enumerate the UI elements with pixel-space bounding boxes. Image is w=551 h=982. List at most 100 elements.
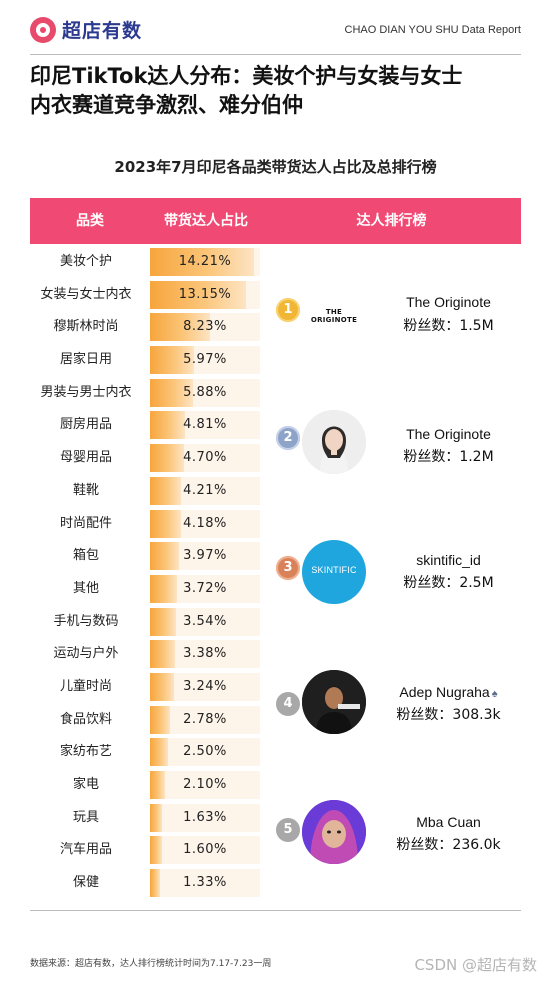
creator-name: The Originote: [406, 426, 491, 442]
bar-track: 3.72%: [150, 574, 260, 603]
share-bar: [150, 640, 175, 669]
silver-medal-icon: 2: [276, 426, 300, 450]
share-value-label: 14.21%: [178, 254, 232, 269]
bar-track: 2.50%: [150, 738, 260, 767]
bar-track: 5.88%: [150, 378, 260, 407]
share-value-label: 3.54%: [183, 613, 227, 629]
share-bar: [150, 738, 169, 767]
table-row: 美妆个护 14.21%: [30, 246, 260, 279]
table-row: 食品饮料 2.78%: [30, 704, 260, 737]
originote-logo-text: THE ORIGINOTE: [310, 308, 358, 324]
share-bar: [150, 869, 160, 898]
bar-track: 4.70%: [150, 444, 260, 473]
creator-rank-3[interactable]: 3 SKINTIFIC skintific_id 粉丝数：2.5M: [272, 532, 521, 612]
gold-medal-icon: 1: [276, 298, 300, 322]
category-label: 保健: [72, 875, 99, 891]
table-row: 玩具 1.63%: [30, 802, 260, 835]
table-header: 品类 带货达人占比 达人排行榜: [30, 198, 521, 244]
report-tag: CHAO DIAN YOU SHU Data Report: [344, 24, 521, 36]
creator-rank-2[interactable]: 2 The Originote 粉丝数：1.2M: [272, 402, 521, 482]
rank-4-badge: 4: [276, 692, 300, 716]
creator-fans: 粉丝数：236.0k: [396, 837, 501, 853]
title-line-2: 内衣赛道竞争激烈、难分伯仲: [30, 93, 303, 117]
woman-portrait-icon: [302, 410, 366, 474]
bar-track: 4.21%: [150, 476, 260, 505]
table-row: 箱包 3.97%: [30, 540, 260, 573]
table-row: 其他 3.72%: [30, 573, 260, 606]
category-label: 时尚配件: [59, 515, 112, 531]
share-bar: [150, 542, 180, 571]
category-label: 箱包: [72, 548, 99, 564]
footer-divider: [30, 910, 521, 911]
chart-title: 2023年7月印尼各品类带货达人占比及总排行榜: [114, 158, 437, 176]
category-label: 运动与户外: [53, 646, 119, 662]
share-value-label: 5.97%: [183, 352, 227, 368]
category-label: 厨房用品: [59, 417, 112, 433]
bar-track: 8.23%: [150, 313, 260, 342]
bar-track: 4.18%: [150, 509, 260, 538]
data-source-note: 数据来源：超店有数，达人排行榜统计时间为7.17-7.23一周: [30, 959, 272, 969]
creator-fans: 粉丝数：1.2M: [403, 449, 494, 465]
table-row: 家纺布艺 2.50%: [30, 736, 260, 769]
share-bar: [150, 672, 174, 701]
creator-name: skintific_id: [416, 552, 481, 568]
share-bar: [150, 705, 171, 734]
page-title: 印尼TikTok达人分布：美妆个护与女装与女士 内衣赛道竞争激烈、难分伯仲: [30, 62, 521, 120]
header-share: 带货达人占比: [164, 213, 248, 229]
category-label: 其他: [72, 580, 99, 596]
share-value-label: 2.50%: [183, 744, 227, 760]
creator-rank-4[interactable]: 4 Adep Nugraha ♠ 粉丝数：308.3k: [272, 664, 521, 744]
share-value-label: 1.63%: [183, 809, 227, 825]
share-bar: [150, 771, 166, 799]
creator-name: Adep Nugraha ♠: [376, 684, 521, 700]
creator-fans: 粉丝数：1.5M: [403, 318, 494, 334]
report-header: 超店有数 CHAO DIAN YOU SHU Data Report: [30, 16, 521, 48]
category-label: 穆斯林时尚: [53, 319, 119, 335]
category-label: 手机与数码: [53, 613, 119, 629]
category-label: 儿童时尚: [59, 678, 112, 694]
category-label: 居家日用: [59, 352, 112, 368]
bronze-medal-icon: 3: [276, 556, 300, 580]
creator-rank-5[interactable]: 5 Mba Cuan 粉丝数：236.0k: [272, 794, 521, 874]
woman-hijab-portrait-icon: [302, 800, 366, 864]
category-label: 食品饮料: [59, 711, 112, 727]
share-bar: [150, 509, 181, 538]
share-value-label: 4.81%: [183, 417, 227, 433]
share-value-label: 4.18%: [183, 515, 227, 531]
category-share-chart: 美妆个护 14.21% 女装与女士内衣 13.15% 穆斯林时尚 8.23% 居家日用 5.9…: [30, 246, 260, 900]
share-value-label: 1.60%: [183, 842, 227, 858]
category-label: 家电: [72, 777, 99, 792]
share-value-label: 13.15%: [178, 286, 232, 302]
bar-track: 4.81%: [150, 411, 260, 440]
share-bar: [150, 280, 247, 309]
category-label: 汽车用品: [59, 842, 112, 858]
share-bar: [150, 444, 185, 473]
table-row: 居家日用 5.97%: [30, 344, 260, 377]
brand-logo: 超店有数: [30, 16, 142, 43]
skintific-logo-avatar: SKINTIFIC: [302, 540, 366, 604]
share-value-label: 1.33%: [183, 875, 227, 891]
share-value-label: 3.38%: [183, 646, 227, 662]
category-label: 鞋靴: [72, 482, 99, 498]
spade-icon: ♠: [491, 688, 498, 700]
share-value-label: 3.24%: [183, 678, 227, 694]
share-value-label: 3.72%: [183, 580, 227, 596]
share-bar: [150, 836, 162, 865]
table-row: 家电 2.10%: [30, 769, 260, 802]
bar-track: 14.21%: [150, 248, 260, 276]
share-bar: [150, 607, 176, 636]
share-value-label: 3.97%: [183, 548, 227, 564]
share-bar: [150, 313, 211, 342]
woman-portrait-avatar: [302, 410, 366, 474]
table-row: 穆斯林时尚 8.23%: [30, 311, 260, 344]
rank-5-badge: 5: [276, 818, 300, 842]
bar-track: 3.24%: [150, 672, 260, 701]
share-bar: [150, 346, 194, 375]
bar-track: 3.97%: [150, 542, 260, 571]
header-category: 品类: [76, 213, 104, 229]
creator-name: Mba Cuan: [416, 814, 481, 830]
man-portrait-icon: [302, 670, 366, 734]
share-value-label: 4.21%: [183, 482, 227, 498]
creator-rank-1[interactable]: 1 THE ORIGINOTE The Originote 粉丝数：1.5M: [272, 274, 521, 354]
share-value-label: 2.10%: [183, 777, 227, 792]
